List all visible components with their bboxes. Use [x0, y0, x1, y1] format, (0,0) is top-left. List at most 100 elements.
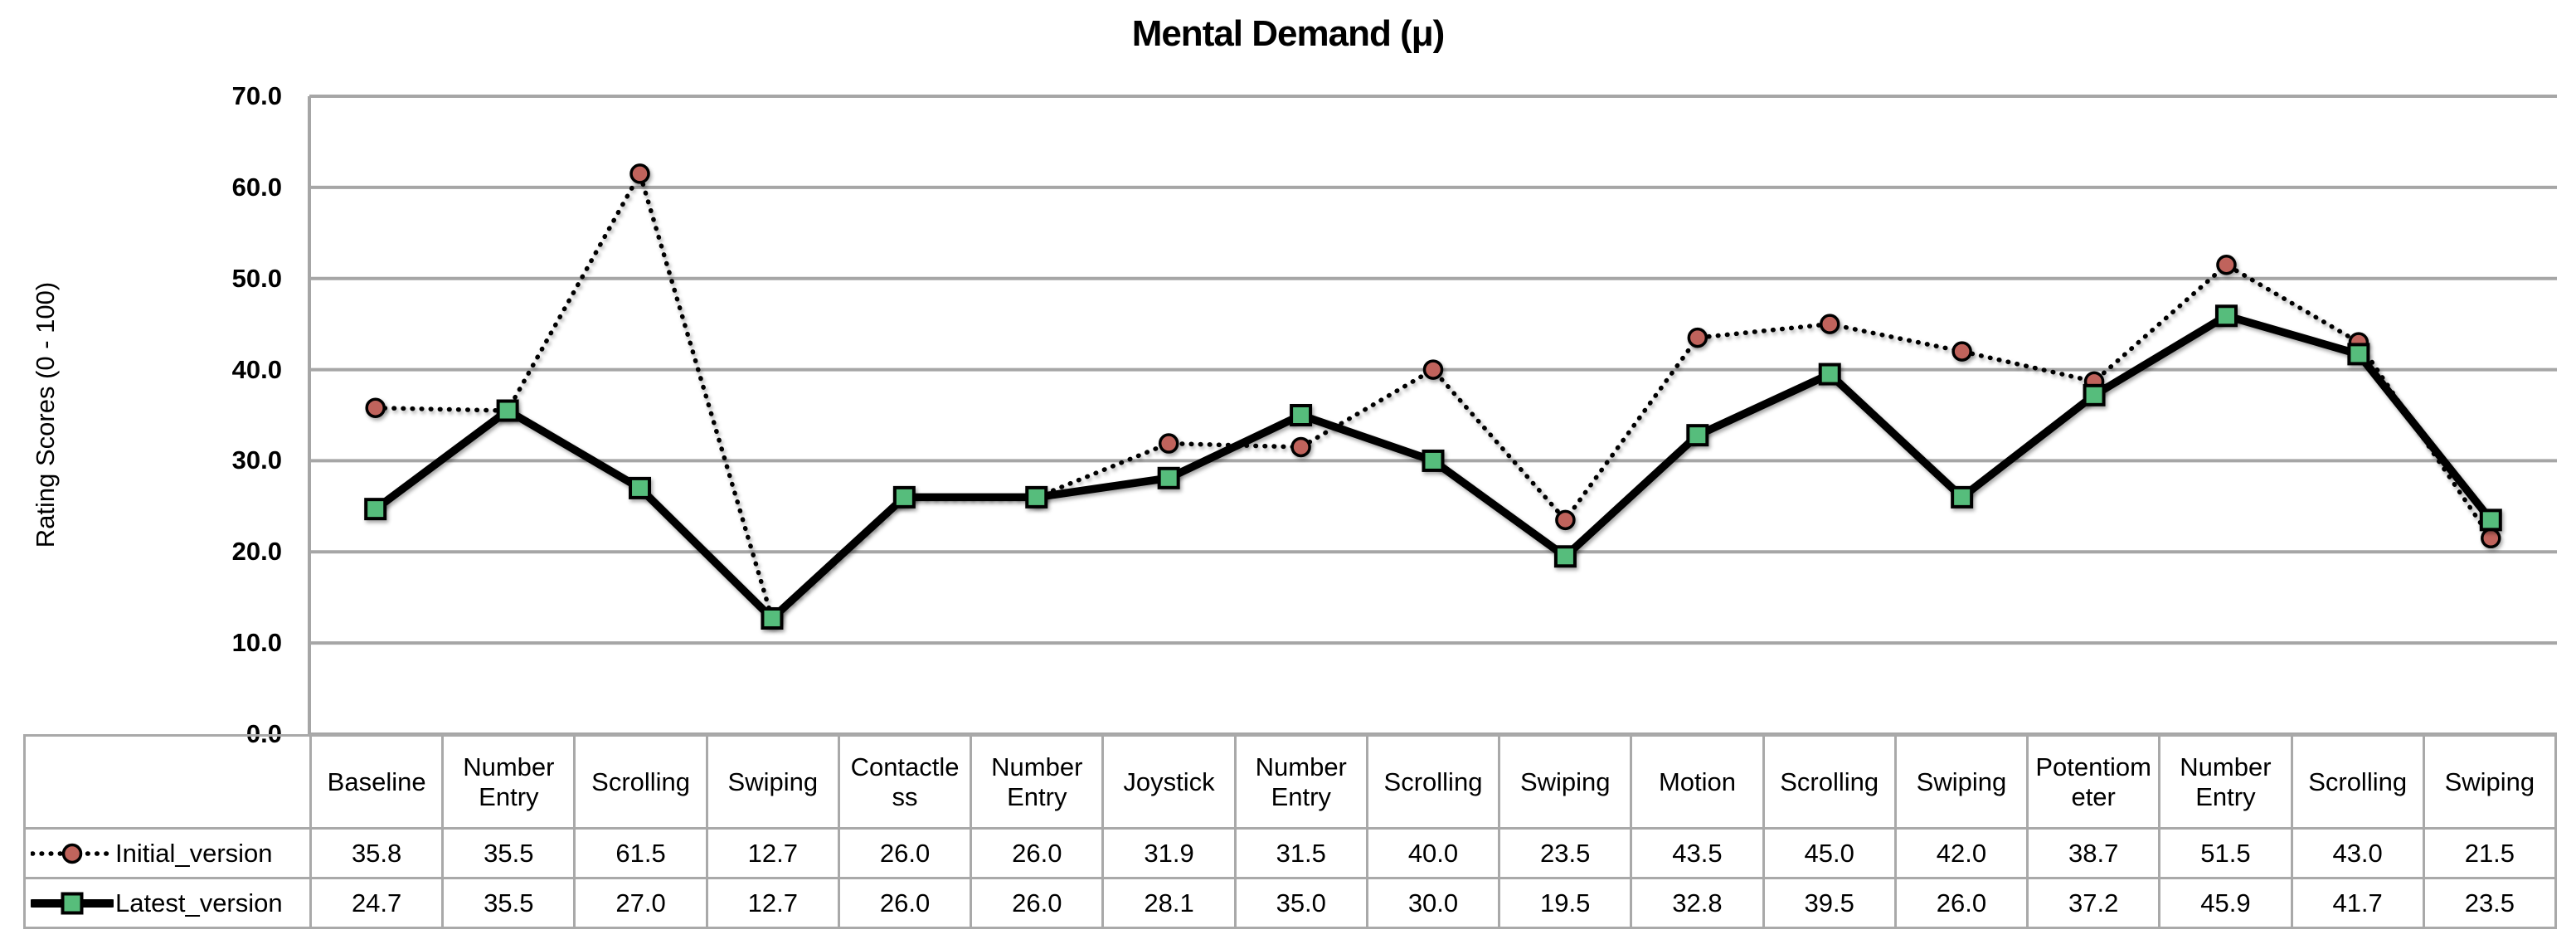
y-tick-label: 30.0: [231, 445, 282, 475]
table-row-latest_version: Latest_version 24.7 35.5 27.0 12.7 26.0 26.0 28…: [23, 877, 2558, 929]
value-cell: 24.7: [309, 877, 445, 929]
value-cell: 26.0: [837, 827, 973, 879]
y-tick-label: 20.0: [231, 537, 282, 567]
legend-entry: Initial_version: [31, 839, 304, 869]
category-header-cell: Number Entry: [1233, 734, 1368, 830]
marker-latest-version-square: [364, 498, 387, 521]
marker-initial-version-circle: [1290, 436, 1311, 458]
value-cell: 31.5: [1233, 827, 1368, 879]
value-cell: 45.0: [1762, 827, 1897, 879]
series-markers-latest-version: [364, 304, 2502, 630]
value-cell: 32.8: [1630, 877, 1765, 929]
category-header-cell: Swiping: [705, 734, 840, 830]
value-cell: 26.0: [837, 877, 973, 929]
value-cell: 35.5: [441, 827, 576, 879]
legend-cell-latest_version: Latest_version: [23, 877, 312, 929]
y-tick-label: 60.0: [231, 172, 282, 202]
marker-latest-version-square: [761, 606, 784, 630]
marker-initial-version-circle: [1422, 359, 1444, 380]
marker-initial-version-circle: [365, 397, 386, 418]
value-cell: 31.9: [1101, 827, 1237, 879]
value-cell: 35.0: [1233, 877, 1368, 929]
marker-initial-version-circle: [1687, 327, 1708, 348]
legend-marker-icon-latest_version: [31, 892, 114, 914]
value-cell: 23.5: [2422, 877, 2558, 929]
category-header-cell: Contactless: [837, 734, 973, 830]
marker-latest-version-square: [2479, 509, 2502, 532]
value-cell: 61.5: [573, 827, 708, 879]
marker-latest-version-square: [496, 399, 519, 422]
marker-latest-version-square: [1290, 404, 1313, 426]
value-cell: 26.0: [970, 827, 1105, 879]
category-header-cell: Swiping: [2422, 734, 2558, 830]
marker-latest-version-square: [1157, 466, 1180, 489]
marker-initial-version-circle: [1555, 509, 1576, 531]
legend-cell-initial_version: Initial_version: [23, 827, 312, 879]
value-cell: 39.5: [1762, 877, 1897, 929]
value-cell: 27.0: [573, 877, 708, 929]
value-cell: 35.5: [441, 877, 576, 929]
marker-latest-version-square: [1951, 485, 1974, 509]
marker-latest-version-square: [629, 476, 652, 499]
marker-latest-version-square: [2083, 383, 2106, 406]
category-header-cell: Number Entry: [2158, 734, 2293, 830]
value-cell: 45.9: [2158, 877, 2293, 929]
category-header-cell: Baseline: [309, 734, 445, 830]
value-cell: 35.8: [309, 827, 445, 879]
category-header-cell: Scrolling: [2290, 734, 2425, 830]
marker-latest-version-square: [1025, 485, 1048, 509]
chart-title: Mental Demand (μ): [1131, 13, 1446, 54]
legend-marker-icon-initial_version: [31, 843, 114, 864]
category-header-cell: Scrolling: [573, 734, 708, 830]
marker-initial-version-circle: [629, 163, 650, 184]
marker-initial-version-circle: [1951, 341, 1972, 362]
marker-latest-version-square: [1818, 363, 1841, 386]
marker-initial-version-circle: [2481, 528, 2501, 549]
category-header-cell: Joystick: [1101, 734, 1237, 830]
value-cell: 26.0: [1893, 877, 2029, 929]
marker-latest-version-square: [892, 485, 916, 509]
marker-initial-version-circle: [1158, 433, 1179, 454]
value-cell: 23.5: [1498, 827, 1633, 879]
value-cell: 43.0: [2290, 827, 2425, 879]
table-row-initial_version: Initial_version 35.8 35.5 61.5 12.7 26.0 26.0 3…: [23, 827, 2558, 879]
value-cell: 21.5: [2422, 827, 2558, 879]
value-cell: 37.2: [2026, 877, 2161, 929]
marker-latest-version-square: [2214, 304, 2238, 328]
y-axis-label: Rating Scores (0 - 100): [31, 281, 60, 548]
value-cell: 12.7: [705, 877, 840, 929]
legend-label: Latest_version: [115, 888, 283, 917]
value-cell: 51.5: [2158, 827, 2293, 879]
marker-latest-version-square: [2347, 343, 2370, 366]
table-corner-cell: [23, 734, 312, 830]
category-header-cell: Motion: [1630, 734, 1765, 830]
marker-initial-version-circle: [2216, 254, 2237, 275]
y-tick-label: 40.0: [231, 354, 282, 384]
category-header-cell: Swiping: [1893, 734, 2029, 830]
category-header-cell: Potentiometer: [2026, 734, 2161, 830]
data-table: Baseline Number Entry Scrolling Swiping Cont…: [23, 734, 2558, 929]
value-cell: 30.0: [1365, 877, 1501, 929]
series-line-initial-version: [372, 168, 2494, 623]
value-cell: 28.1: [1101, 877, 1237, 929]
value-cell: 40.0: [1365, 827, 1501, 879]
value-cell: 26.0: [970, 877, 1105, 929]
category-header-cell: Swiping: [1498, 734, 1633, 830]
y-tick-label: 50.0: [231, 263, 282, 293]
marker-latest-version-square: [1553, 545, 1577, 568]
value-cell: 19.5: [1498, 877, 1633, 929]
legend-entry: Latest_version: [31, 888, 304, 918]
y-tick-label: 10.0: [231, 628, 282, 658]
legend-label: Initial_version: [115, 838, 273, 868]
category-header-cell: Number Entry: [441, 734, 576, 830]
category-header-cell: Scrolling: [1762, 734, 1897, 830]
marker-latest-version-square: [1422, 449, 1445, 472]
value-cell: 43.5: [1630, 827, 1765, 879]
series-markers-initial-version: [365, 163, 2501, 629]
category-header-cell: Number Entry: [970, 734, 1105, 830]
marker-latest-version-square: [1686, 424, 1709, 447]
value-cell: 12.7: [705, 827, 840, 879]
value-cell: 42.0: [1893, 827, 2029, 879]
